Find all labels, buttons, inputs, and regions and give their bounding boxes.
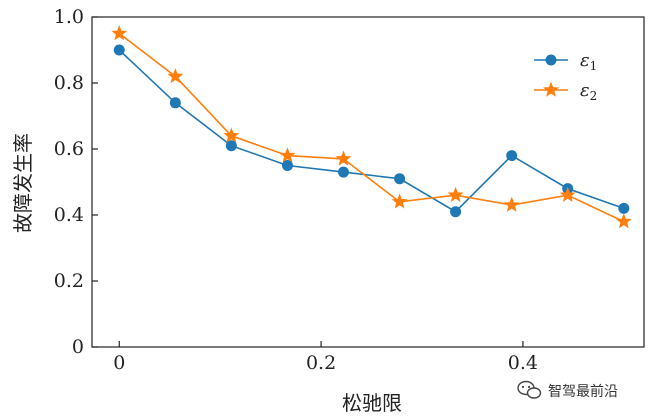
legend-label-subscript: 2 bbox=[590, 89, 598, 103]
y-tick-label: 0.6 bbox=[54, 138, 84, 160]
series-2 bbox=[111, 25, 632, 229]
series-1-point bbox=[618, 202, 630, 214]
series-1-point bbox=[450, 206, 462, 218]
series-2-point bbox=[391, 193, 408, 209]
series-1-point bbox=[394, 173, 406, 185]
legend-label: ε1 bbox=[580, 50, 597, 73]
series-1-line bbox=[118, 49, 625, 213]
series-1 bbox=[113, 44, 630, 218]
y-tick-label: 0.2 bbox=[54, 270, 84, 292]
y-axis-ticks: 0 0.2 0.4 0.6 0.8 1.0 bbox=[54, 6, 98, 358]
series-1-point bbox=[506, 150, 518, 162]
series-1-point bbox=[281, 160, 293, 171]
watermark-text: 智驾最前沿 bbox=[548, 383, 618, 400]
legend-label: ε2 bbox=[580, 80, 597, 103]
x-tick-label: 0 bbox=[113, 352, 125, 374]
series-1-point bbox=[113, 44, 125, 56]
series-2-point bbox=[279, 147, 296, 163]
series-2-point bbox=[335, 150, 352, 166]
legend-item-2: ε2 bbox=[534, 80, 597, 103]
wechat-icon bbox=[517, 380, 542, 399]
x-axis-ticks: 0 0.2 0.4 bbox=[113, 341, 538, 374]
legend-item-1: ε1 bbox=[534, 50, 597, 73]
series-2-line bbox=[118, 32, 625, 223]
series-1-point bbox=[225, 140, 237, 152]
series-2-point bbox=[503, 196, 520, 212]
series-2-point bbox=[559, 186, 576, 202]
x-axis-label: 松驰限 bbox=[342, 391, 402, 415]
legend-marker bbox=[545, 54, 557, 66]
watermark: 智驾最前沿 bbox=[517, 380, 618, 400]
series-2-point bbox=[223, 127, 240, 143]
y-tick-label: 1.0 bbox=[54, 6, 84, 28]
legend: ε1 ε2 bbox=[534, 50, 597, 103]
series-2-point bbox=[167, 68, 184, 84]
series-2-point bbox=[447, 186, 464, 202]
legend-label-subscript: 1 bbox=[590, 59, 598, 73]
series-2-point bbox=[615, 213, 632, 229]
legend-marker bbox=[543, 81, 559, 97]
plot-border bbox=[91, 16, 645, 348]
x-tick-label: 0.4 bbox=[508, 352, 538, 374]
y-tick-label: 0 bbox=[72, 336, 84, 358]
series-2-point bbox=[111, 25, 128, 41]
y-axis-label: 故障发生率 bbox=[11, 133, 35, 233]
y-tick-label: 0.8 bbox=[54, 72, 84, 94]
series-1-point bbox=[337, 166, 349, 178]
x-tick-label: 0.2 bbox=[306, 352, 336, 374]
y-tick-label: 0.4 bbox=[54, 204, 84, 226]
series-layer bbox=[111, 25, 632, 229]
series-1-point bbox=[169, 97, 181, 109]
plot-frame bbox=[91, 16, 645, 348]
